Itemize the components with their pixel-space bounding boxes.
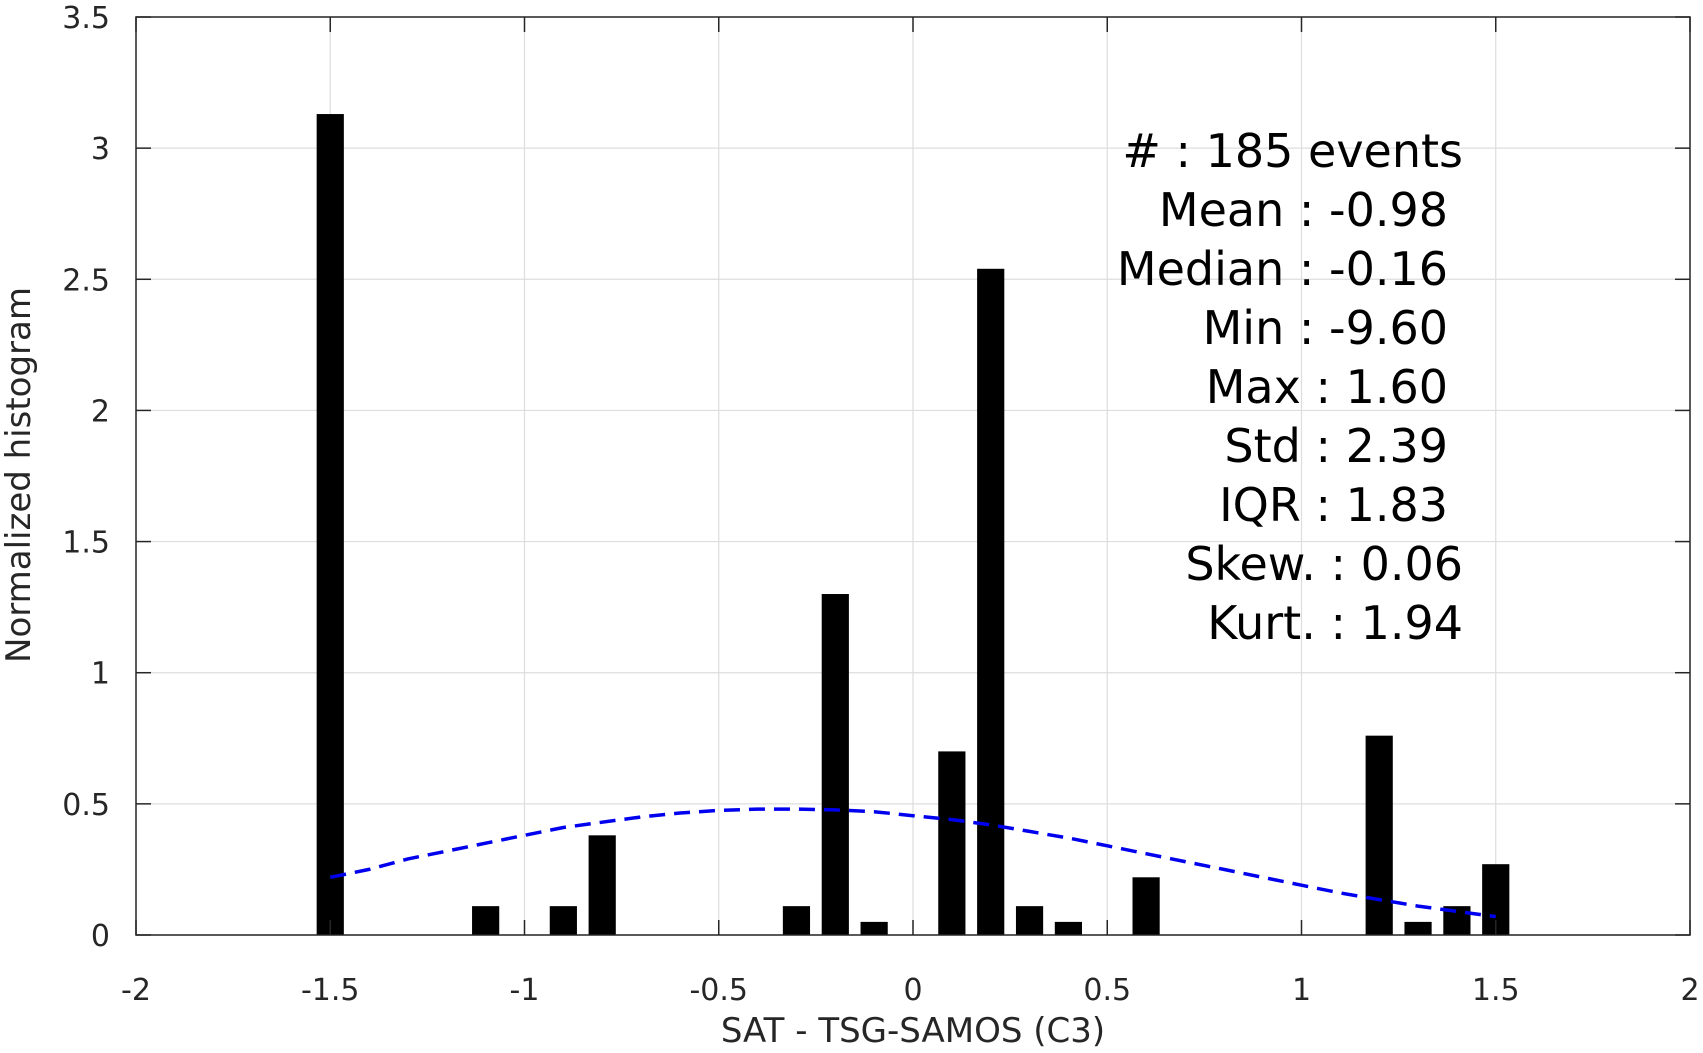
histogram-bar	[316, 114, 344, 935]
x-tick-label: 1.5	[1472, 973, 1520, 1008]
y-axis-label: Normalized histogram	[0, 287, 39, 663]
histogram-bar	[549, 906, 577, 935]
stat-iqr: IQR : 1.83	[1219, 478, 1448, 532]
histogram-bar	[821, 594, 849, 935]
histogram-bar	[472, 906, 500, 935]
x-tick-label: 2	[1680, 973, 1699, 1008]
x-tick-label: 0.5	[1083, 973, 1131, 1008]
x-axis-label: SAT - TSG-SAMOS (C3)	[721, 1011, 1105, 1051]
stat-kurt: Kurt. : 1.94	[1207, 596, 1463, 650]
x-tick-label: -2	[121, 973, 151, 1008]
stat-min: Min : -9.60	[1203, 301, 1448, 355]
histogram-bar	[1054, 921, 1082, 935]
x-tick-label: -0.5	[689, 973, 748, 1008]
x-tick-label: -1.5	[301, 973, 360, 1008]
histogram-bar	[977, 268, 1005, 935]
y-tick-label: 1.5	[62, 526, 110, 561]
histogram-bar	[1015, 906, 1044, 935]
x-tick-label: -1	[510, 973, 540, 1008]
y-tick-label: 3.5	[62, 1, 110, 36]
stat-std: Std : 2.39	[1224, 419, 1448, 473]
stat-skew: Skew. : 0.06	[1185, 537, 1463, 591]
normal-fit-curve	[329, 807, 1497, 919]
stat-events: # : 185 events	[1122, 124, 1463, 178]
y-tick-label: 2	[91, 394, 110, 429]
axis-ticks	[135, 16, 1691, 936]
y-tick-label: 0	[91, 919, 110, 954]
x-tick-label: 1	[1292, 973, 1311, 1008]
y-tick-labels: 0 0.5 1 1.5 2 2.5 3 3.5	[62, 1, 110, 954]
y-tick-label: 0.5	[62, 788, 110, 823]
x-tick-labels: -2 -1.5 -1 -0.5 0 0.5 1 1.5 2	[121, 973, 1700, 1008]
statistics-annotation: # : 185 events Mean : -0.98 Median : -0.…	[1117, 124, 1463, 650]
x-tick-label: 0	[903, 973, 922, 1008]
histogram-bar	[588, 835, 616, 935]
y-tick-label: 2.5	[62, 263, 110, 298]
stat-median: Median : -0.16	[1117, 242, 1448, 296]
histogram-bar	[1365, 735, 1393, 935]
histogram-bars	[316, 114, 1510, 935]
histogram-bar	[938, 751, 966, 935]
histogram-bar	[1132, 877, 1160, 935]
y-tick-label: 1	[91, 657, 110, 692]
histogram-bar	[860, 921, 888, 935]
stat-mean: Mean : -0.98	[1159, 183, 1448, 237]
stat-max: Max : 1.60	[1206, 360, 1448, 414]
histogram-bar	[782, 906, 811, 935]
histogram-bar	[1404, 921, 1432, 935]
y-tick-label: 3	[91, 132, 110, 167]
